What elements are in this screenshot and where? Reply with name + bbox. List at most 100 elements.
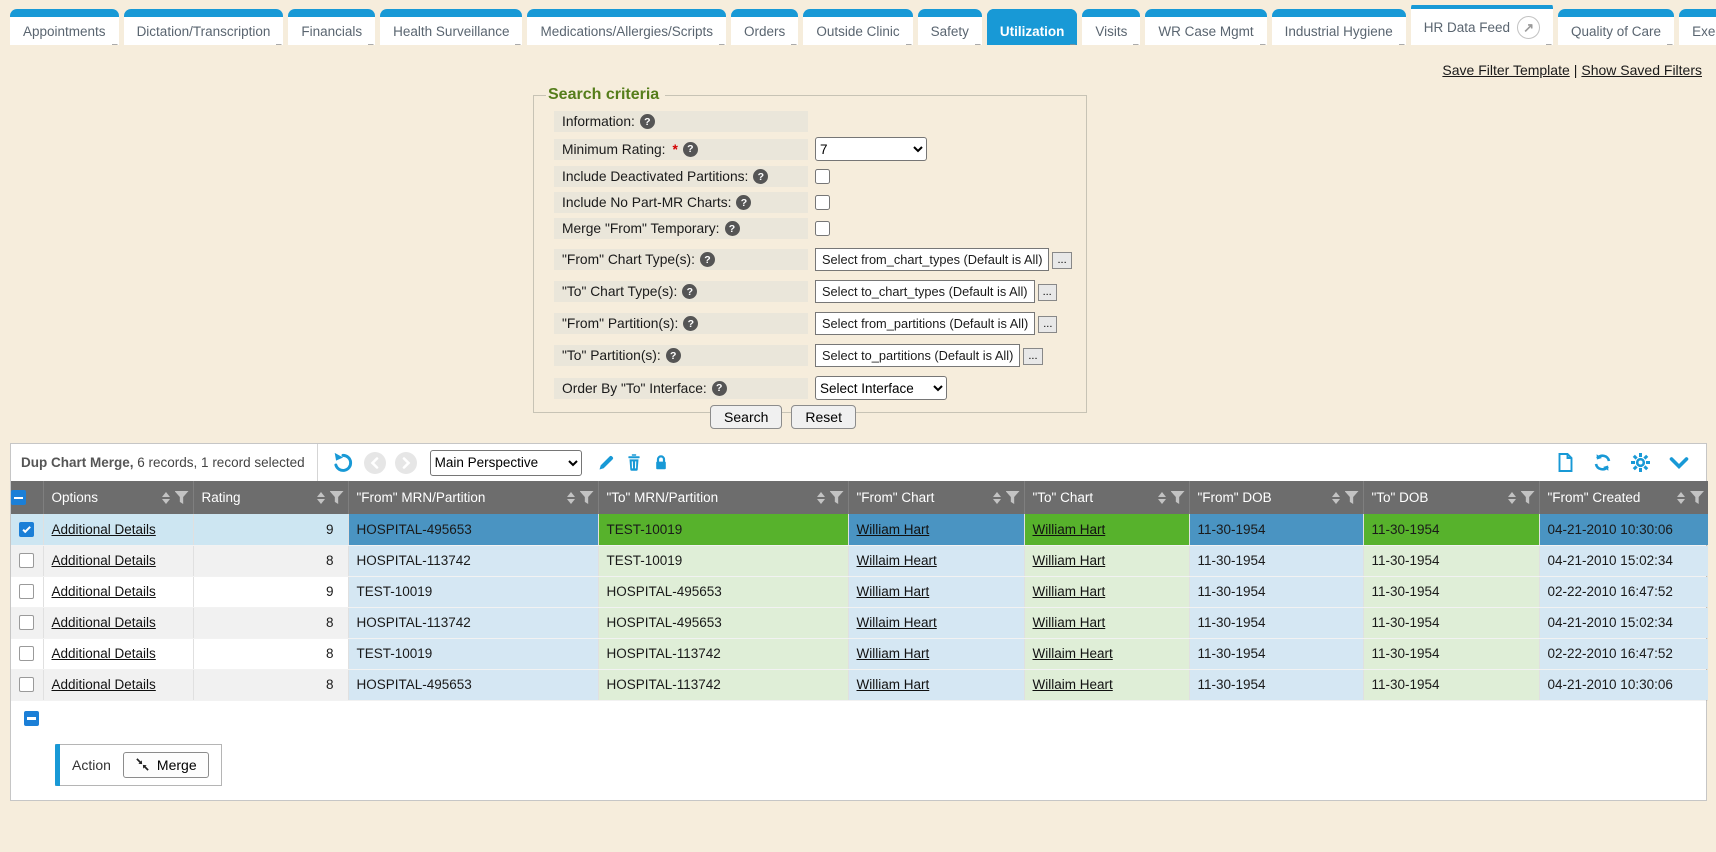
chevron-down-icon[interactable] (1668, 453, 1690, 473)
tab-hr-data-feed[interactable]: HR Data Feed ↗ (1410, 5, 1554, 45)
help-icon[interactable]: ? (682, 141, 698, 157)
sort-icon[interactable] (566, 491, 575, 504)
column-header[interactable]: "From" Chart (847, 481, 1024, 514)
from-chart-link[interactable]: William Hart (856, 677, 930, 692)
row-checkbox[interactable] (19, 646, 35, 662)
tab-medications-allergies-scripts[interactable]: Medications/Allergies/Scripts (527, 9, 727, 45)
sort-icon[interactable] (1331, 491, 1340, 504)
tab-industrial-hygiene[interactable]: Industrial Hygiene (1271, 9, 1406, 45)
to-chart-link[interactable]: Willaim Heart (1032, 646, 1113, 661)
trash-icon[interactable] (625, 453, 643, 472)
row-checkbox[interactable] (19, 584, 35, 600)
column-header[interactable]: "To" Chart (1023, 481, 1189, 514)
column-header[interactable]: "To" DOB (1362, 481, 1539, 514)
show-saved-filters-link[interactable]: Show Saved Filters (1581, 62, 1702, 78)
tab-financials[interactable]: Financials (288, 9, 376, 45)
from-chart-link[interactable]: Willaim Heart (856, 553, 937, 568)
filter-funnel-icon[interactable] (1344, 491, 1359, 504)
select-all-bottom-checkbox[interactable] (24, 710, 39, 726)
sort-icon[interactable] (1507, 491, 1516, 504)
tab-utilization[interactable]: Utilization (986, 9, 1078, 45)
filter-funnel-icon[interactable] (579, 491, 594, 504)
lock-icon[interactable] (652, 453, 670, 472)
filter-funnel-icon[interactable] (1005, 491, 1020, 504)
tab-appointments[interactable]: Appointments (10, 9, 119, 45)
from-chart-link[interactable]: William Hart (856, 646, 930, 661)
undo-icon[interactable] (332, 451, 355, 474)
filter-funnel-icon[interactable] (1690, 491, 1704, 504)
tab-wr-case-mgmt[interactable]: WR Case Mgmt (1145, 9, 1267, 45)
help-icon[interactable]: ? (711, 380, 727, 396)
additional-details-link[interactable]: Additional Details (51, 553, 156, 568)
pencil-icon[interactable] (597, 453, 616, 472)
tab-quality-of-care[interactable]: Quality of Care (1558, 9, 1675, 45)
to-chart-link[interactable]: William Hart (1032, 521, 1106, 537)
column-header[interactable]: "From" Created (1538, 481, 1708, 514)
filter-funnel-icon[interactable] (829, 491, 844, 504)
merge-from-temporary-checkbox[interactable] (815, 221, 830, 236)
filter-funnel-icon[interactable] (174, 491, 189, 504)
search-button[interactable]: Search (710, 405, 783, 429)
row-checkbox[interactable] (19, 677, 35, 693)
refresh-icon[interactable] (1592, 452, 1613, 473)
to-chart-types-picker-button[interactable]: ... (1037, 284, 1057, 301)
row-checkbox[interactable] (19, 615, 35, 631)
from-chart-link[interactable]: Willaim Heart (856, 615, 937, 630)
from-chart-link[interactable]: William Hart (856, 584, 930, 599)
column-header[interactable]: "From" DOB (1188, 481, 1363, 514)
select-all-checkbox[interactable] (11, 490, 26, 506)
external-link-circle-icon[interactable]: ↗ (1517, 16, 1541, 39)
sort-icon[interactable] (1677, 491, 1685, 504)
additional-details-link[interactable]: Additional Details (51, 677, 156, 692)
tab-health-surveillance[interactable]: Health Surveillance (380, 9, 523, 45)
help-icon[interactable]: ? (724, 221, 740, 236)
additional-details-link[interactable]: Additional Details (51, 615, 156, 630)
next-icon[interactable] (394, 451, 417, 474)
help-icon[interactable]: ? (736, 195, 752, 210)
from-chart-link[interactable]: William Hart (856, 521, 930, 537)
from-partitions-picker-button[interactable]: ... (1038, 316, 1058, 333)
additional-details-link[interactable]: Additional Details (51, 521, 156, 537)
to-partitions-input[interactable]: Select to_partitions (Default is All) (815, 344, 1021, 367)
sort-icon[interactable] (161, 491, 170, 504)
filter-funnel-icon[interactable] (1170, 491, 1185, 504)
include-no-partmr-checkbox[interactable] (815, 195, 830, 210)
minimum-rating-select[interactable]: 7 (815, 137, 927, 161)
help-icon[interactable]: ? (699, 252, 715, 267)
tab-dictation-transcription[interactable]: Dictation/Transcription (123, 9, 284, 45)
to-chart-link[interactable]: William Hart (1032, 553, 1106, 568)
tab-safety[interactable]: Safety (917, 9, 983, 45)
to-chart-link[interactable]: William Hart (1032, 584, 1106, 599)
row-checkbox[interactable] (19, 553, 35, 569)
filter-funnel-icon[interactable] (329, 491, 344, 504)
help-icon[interactable]: ? (639, 114, 655, 129)
perspective-select[interactable]: Main Perspective (429, 449, 582, 476)
to-chart-link[interactable]: Willaim Heart (1032, 677, 1113, 692)
tab-exec[interactable]: Exec (1679, 9, 1716, 45)
to-chart-types-input[interactable]: Select to_chart_types (Default is All) (815, 280, 1035, 303)
include-deactivated-checkbox[interactable] (815, 169, 830, 184)
additional-details-link[interactable]: Additional Details (51, 584, 156, 599)
sort-icon[interactable] (1157, 491, 1166, 504)
column-header[interactable]: Options (42, 481, 193, 514)
help-icon[interactable]: ? (682, 284, 698, 299)
from-chart-types-input[interactable]: Select from_chart_types (Default is All) (815, 248, 1050, 271)
help-icon[interactable]: ? (753, 169, 769, 184)
help-icon[interactable]: ? (683, 316, 699, 331)
gear-icon[interactable] (1630, 452, 1651, 473)
column-header[interactable]: "To" MRN/Partition (597, 481, 848, 514)
to-partitions-picker-button[interactable]: ... (1023, 348, 1043, 365)
column-header[interactable]: "From" MRN/Partition (347, 481, 598, 514)
previous-icon[interactable] (363, 451, 386, 474)
from-partitions-input[interactable]: Select from_partitions (Default is All) (815, 312, 1036, 335)
sort-icon[interactable] (316, 491, 325, 504)
to-chart-link[interactable]: William Hart (1032, 615, 1106, 630)
new-document-icon[interactable] (1555, 452, 1575, 473)
tab-orders[interactable]: Orders (731, 9, 799, 45)
column-header[interactable]: Rating (192, 481, 348, 514)
merge-button[interactable]: Merge (122, 751, 209, 778)
row-checkbox[interactable] (19, 522, 35, 538)
sort-icon[interactable] (992, 491, 1001, 504)
tab-outside-clinic[interactable]: Outside Clinic (803, 9, 913, 45)
additional-details-link[interactable]: Additional Details (51, 646, 156, 661)
